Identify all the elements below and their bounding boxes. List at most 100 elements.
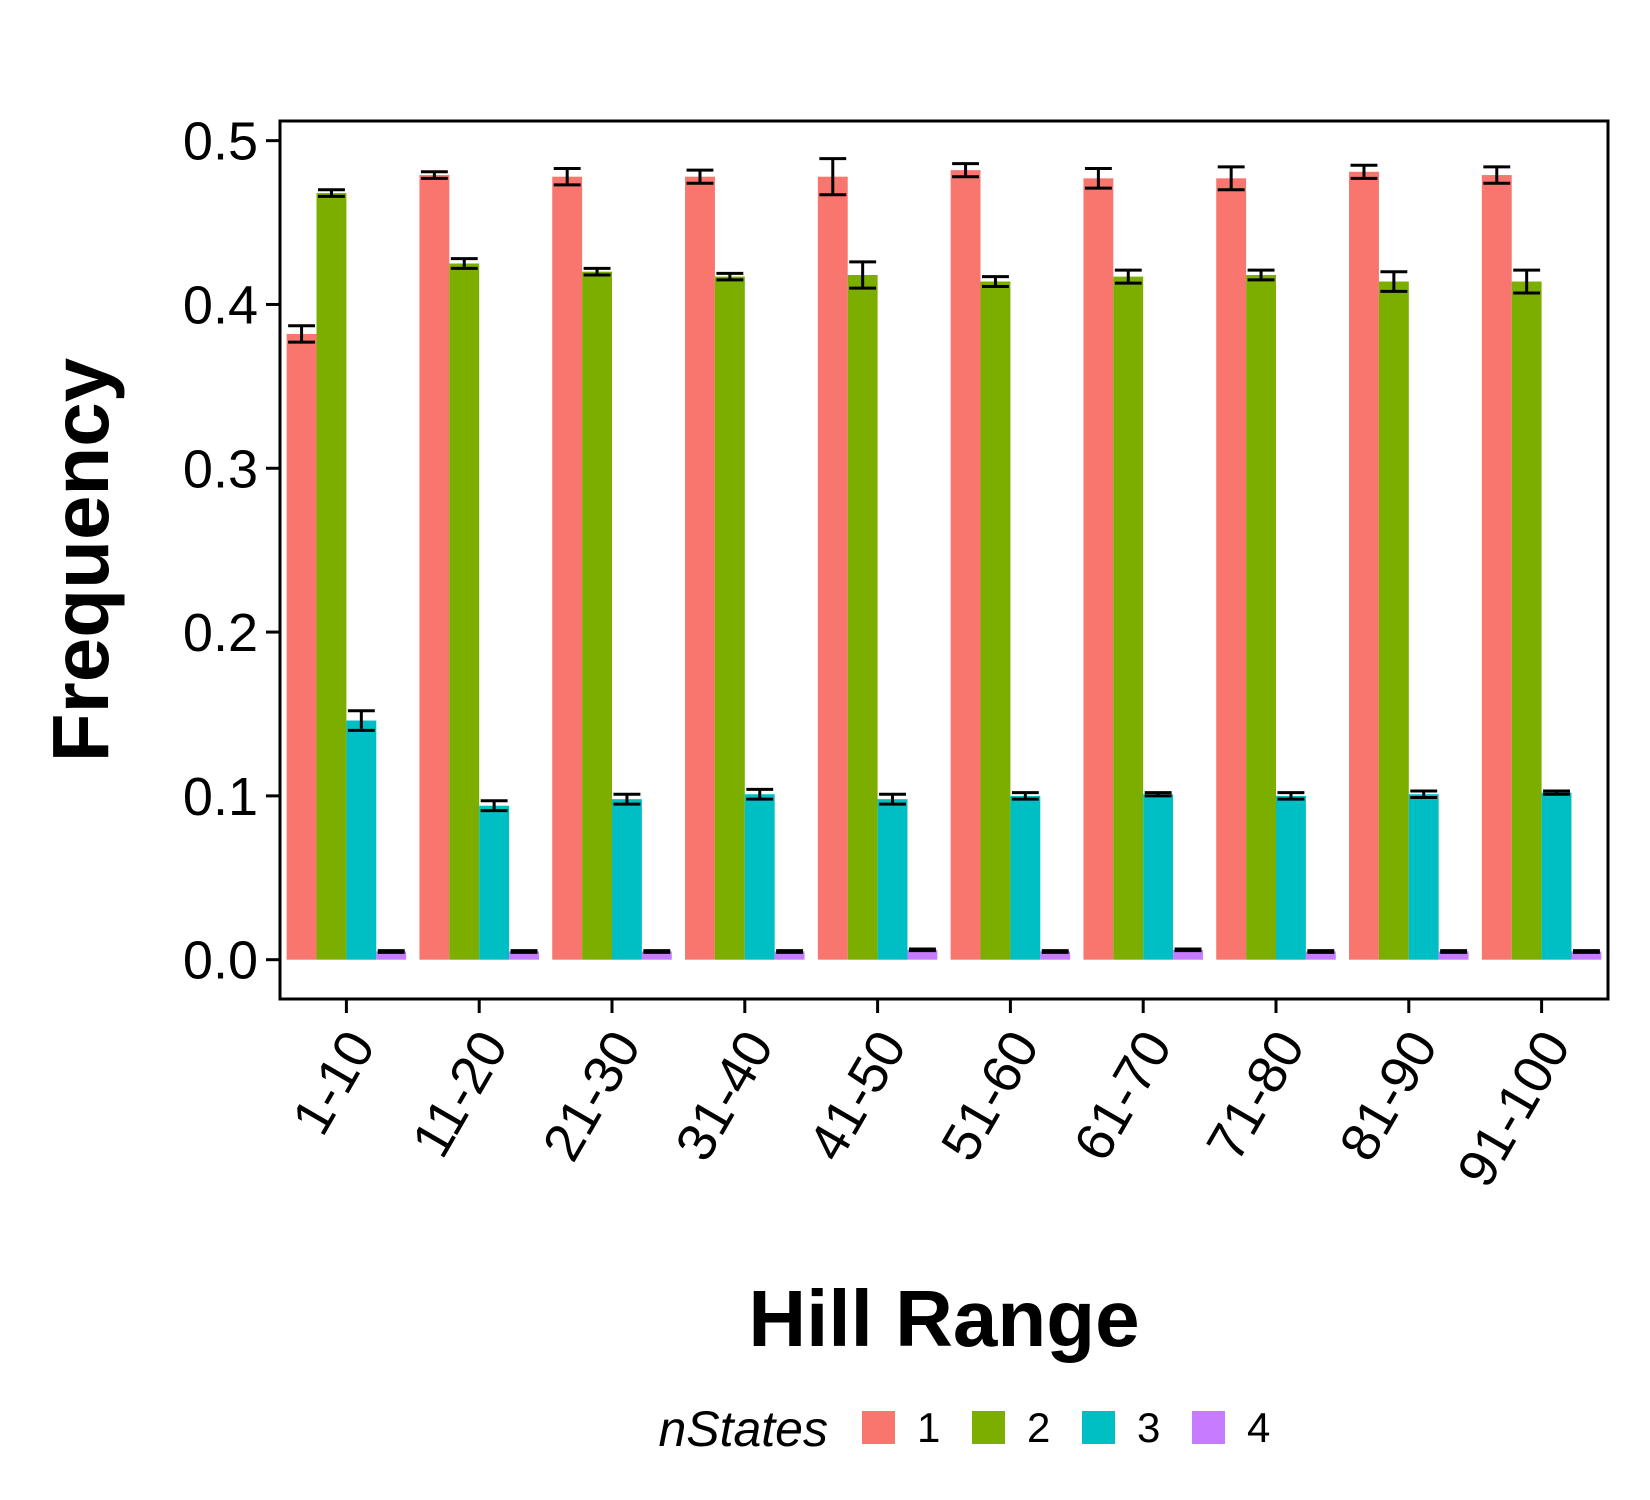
legend: nStates 1 2 3 4 bbox=[658, 1401, 1270, 1457]
legend-item-1: 1 bbox=[862, 1404, 940, 1451]
bar-series-2-41-50 bbox=[847, 274, 878, 960]
legend-key bbox=[1192, 1411, 1225, 1444]
legend-label: 3 bbox=[1137, 1404, 1160, 1451]
bar-series-2-91-100 bbox=[1511, 281, 1542, 960]
error-bar-series-4-81-90 bbox=[1440, 949, 1468, 954]
bar-series-3-61-70 bbox=[1143, 794, 1174, 960]
y-tick-label: 0.5 bbox=[183, 112, 258, 172]
error-bar-series-1-91-100 bbox=[1483, 165, 1511, 185]
bar-series-1-41-50 bbox=[817, 176, 848, 960]
error-bar-series-1-31-40 bbox=[686, 168, 714, 185]
error-bar-series-4-71-80 bbox=[1307, 949, 1335, 954]
bar-series-1-71-80 bbox=[1216, 178, 1247, 960]
x-tick-label: 41-50 bbox=[797, 1021, 918, 1171]
error-bar-series-4-31-40 bbox=[776, 949, 804, 954]
error-bar-series-1-41-50 bbox=[819, 157, 847, 197]
x-tick-label: 91-100 bbox=[1446, 1021, 1582, 1197]
error-bar-series-2-91-100 bbox=[1513, 268, 1541, 295]
error-bar-series-2-71-80 bbox=[1247, 268, 1275, 282]
error-bar-series-3-31-40 bbox=[746, 787, 774, 801]
error-bar-series-1-51-60 bbox=[952, 162, 980, 179]
bar-series-4-51-60 bbox=[1040, 951, 1071, 960]
error-bar-series-2-41-50 bbox=[849, 260, 877, 290]
x-tick-label: 31-40 bbox=[664, 1021, 785, 1171]
error-bar-series-1-11-20 bbox=[420, 170, 448, 180]
error-bar-series-3-91-100 bbox=[1543, 789, 1570, 796]
legend-key bbox=[862, 1411, 895, 1444]
error-bar-series-4-61-70 bbox=[1174, 947, 1202, 953]
bars-layer bbox=[286, 170, 1602, 960]
error-bar-series-4-1-10 bbox=[377, 949, 405, 954]
error-bar-series-4-91-100 bbox=[1572, 949, 1600, 954]
bar-series-2-81-90 bbox=[1378, 281, 1409, 960]
bar-series-2-71-80 bbox=[1246, 274, 1276, 960]
legend-key bbox=[1082, 1411, 1115, 1444]
error-bar-series-1-21-30 bbox=[553, 167, 581, 187]
error-bar-series-2-51-60 bbox=[982, 275, 1009, 288]
error-bar-series-2-61-70 bbox=[1114, 268, 1142, 285]
error-bar-series-4-41-50 bbox=[908, 947, 936, 953]
bar-series-2-31-40 bbox=[714, 276, 745, 960]
x-tick-label: 1-10 bbox=[281, 1021, 387, 1145]
bar-series-1-21-30 bbox=[552, 176, 583, 960]
bar-series-1-61-70 bbox=[1083, 178, 1114, 960]
legend-label: 4 bbox=[1247, 1404, 1270, 1451]
error-bar-series-2-81-90 bbox=[1380, 270, 1408, 293]
bar-series-4-21-30 bbox=[641, 951, 672, 960]
bar-series-4-1-10 bbox=[376, 951, 407, 960]
bar-series-1-1-10 bbox=[286, 333, 317, 960]
error-bar-series-1-71-80 bbox=[1217, 165, 1245, 192]
bar-series-2-1-10 bbox=[316, 193, 347, 960]
bar-series-4-31-40 bbox=[774, 951, 805, 960]
legend-item-2: 2 bbox=[972, 1404, 1050, 1451]
error-bar-series-1-1-10 bbox=[288, 324, 316, 344]
y-tick-label: 0.4 bbox=[183, 275, 258, 335]
bar-series-1-91-100 bbox=[1481, 175, 1512, 960]
x-tick-label: 51-60 bbox=[930, 1021, 1051, 1171]
bar-series-3-11-20 bbox=[479, 805, 510, 960]
bar-series-3-91-100 bbox=[1541, 792, 1572, 960]
legend-title: nStates bbox=[658, 1401, 828, 1457]
bar-series-4-91-100 bbox=[1571, 951, 1602, 960]
y-axis-title: Frequency bbox=[36, 357, 125, 762]
bar-series-3-71-80 bbox=[1276, 795, 1306, 960]
y-axis: 0.0 0.1 0.2 0.3 0.4 0.5 bbox=[183, 112, 280, 991]
y-tick-label: 0.1 bbox=[183, 767, 258, 827]
bar-series-3-51-60 bbox=[1010, 795, 1041, 960]
bar-series-2-21-30 bbox=[582, 271, 612, 960]
bar-series-4-11-20 bbox=[509, 951, 539, 960]
error-bar-series-3-11-20 bbox=[480, 799, 508, 813]
x-tick-label: 71-80 bbox=[1195, 1021, 1316, 1171]
legend-key bbox=[972, 1411, 1005, 1444]
error-bar-series-1-81-90 bbox=[1350, 163, 1378, 180]
bar-series-4-41-50 bbox=[907, 949, 938, 960]
error-bar-series-3-81-90 bbox=[1410, 789, 1438, 800]
y-tick-label: 0.3 bbox=[183, 439, 258, 499]
bar-series-2-11-20 bbox=[449, 263, 480, 960]
error-bar-series-3-61-70 bbox=[1144, 791, 1172, 798]
y-tick-label: 0.0 bbox=[183, 931, 258, 991]
bar-series-2-61-70 bbox=[1113, 276, 1144, 960]
x-axis: 1-10 11-20 21-30 31-40 41-50 51-60 61-70 71-80 8… bbox=[281, 999, 1582, 1197]
bar-series-3-81-90 bbox=[1408, 794, 1439, 960]
plot-panel-border bbox=[278, 119, 1610, 1001]
bar-series-1-11-20 bbox=[419, 175, 450, 960]
bar-series-4-81-90 bbox=[1438, 951, 1469, 960]
error-bar-series-2-1-10 bbox=[318, 188, 345, 198]
x-tick-label: 11-20 bbox=[401, 1021, 520, 1167]
bar-series-3-31-40 bbox=[744, 794, 775, 960]
error-bar-series-3-41-50 bbox=[879, 792, 906, 806]
bar-series-4-61-70 bbox=[1173, 949, 1203, 960]
error-bar-series-4-51-60 bbox=[1041, 949, 1069, 954]
error-bar-series-4-11-20 bbox=[510, 949, 538, 954]
error-bar-series-4-21-30 bbox=[643, 949, 671, 954]
x-axis-title: Hill Range bbox=[748, 1274, 1139, 1363]
legend-item-3: 3 bbox=[1082, 1404, 1160, 1451]
error-bar-series-2-11-20 bbox=[450, 257, 478, 270]
error-bar-series-3-21-30 bbox=[613, 792, 641, 806]
error-bar-series-2-31-40 bbox=[716, 271, 744, 282]
legend-label: 2 bbox=[1027, 1404, 1050, 1451]
bar-series-2-51-60 bbox=[980, 281, 1011, 960]
error-bar-series-3-1-10 bbox=[347, 709, 375, 732]
